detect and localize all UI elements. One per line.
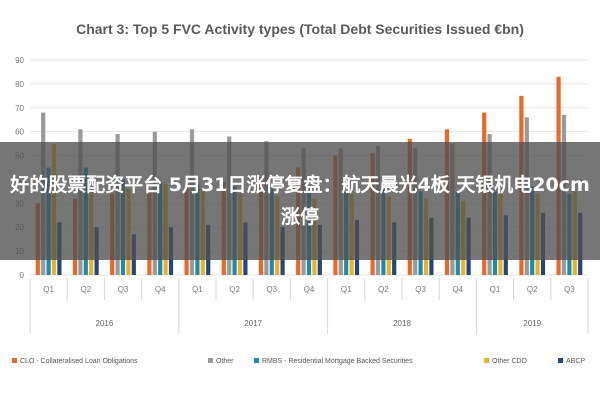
legend-swatch	[12, 358, 17, 363]
legend-label: Other	[216, 358, 234, 365]
legend-swatch	[558, 358, 563, 363]
x-tick-label: Q2	[378, 285, 389, 294]
x-axis-ticks: Q1 Q2 Q3 Q4 Q1 Q2 Q3 Q4 Q1 Q2 Q3 Q4 Q1 Q2 Q3	[29, 278, 589, 300]
legend-swatch	[254, 358, 259, 363]
legend-swatch	[208, 358, 213, 363]
x-tick-label: Q1	[43, 285, 54, 294]
caption-overlay: 好的股票配资平台 5月31日涨停复盘：航天晨光4板 天银机电20cm涨停	[0, 142, 600, 260]
year-label: 2019	[523, 319, 541, 328]
year-groups: 2016 2017 2018 2019	[29, 300, 589, 334]
year-label: 2017	[244, 319, 262, 328]
y-tick-label: 90	[15, 56, 24, 65]
x-tick-label: Q1	[192, 285, 203, 294]
y-tick-label: 70	[15, 104, 24, 113]
y-tick-label: 60	[15, 128, 24, 137]
legend-swatch	[484, 358, 489, 363]
legend-label: RMBS - Residential Mortgage Backed Secur…	[262, 358, 413, 365]
legend-label: CLO - Collateralised Loan Obligations	[20, 358, 138, 365]
x-tick-label: Q1	[490, 285, 501, 294]
x-tick-label: Q2	[229, 285, 240, 294]
x-tick-label: Q1	[341, 285, 352, 294]
legend: CLO - Collateralised Loan Obligations Oth…	[12, 358, 585, 365]
x-tick-label: Q3	[118, 285, 129, 294]
x-tick-label: Q4	[304, 285, 315, 294]
chart-title: Chart 3: Top 5 FVC Activity types (Total…	[76, 21, 524, 37]
x-tick-label: Q4	[155, 285, 166, 294]
year-label: 2016	[96, 319, 114, 328]
legend-label: ABCP	[566, 358, 585, 365]
y-tick-label: 0	[20, 271, 25, 280]
x-tick-label: Q2	[527, 285, 538, 294]
x-tick-label: Q3	[564, 285, 575, 294]
y-tick-label: 80	[15, 80, 24, 89]
year-label: 2018	[393, 319, 411, 328]
x-tick-label: Q2	[80, 285, 91, 294]
x-tick-label: Q3	[415, 285, 426, 294]
x-tick-label: Q4	[452, 285, 463, 294]
legend-label: Other CDO	[492, 358, 528, 365]
x-tick-label: Q3	[266, 285, 277, 294]
caption-text: 好的股票配资平台 5月31日涨停复盘：航天晨光4板 天银机电20cm涨停	[10, 174, 590, 228]
